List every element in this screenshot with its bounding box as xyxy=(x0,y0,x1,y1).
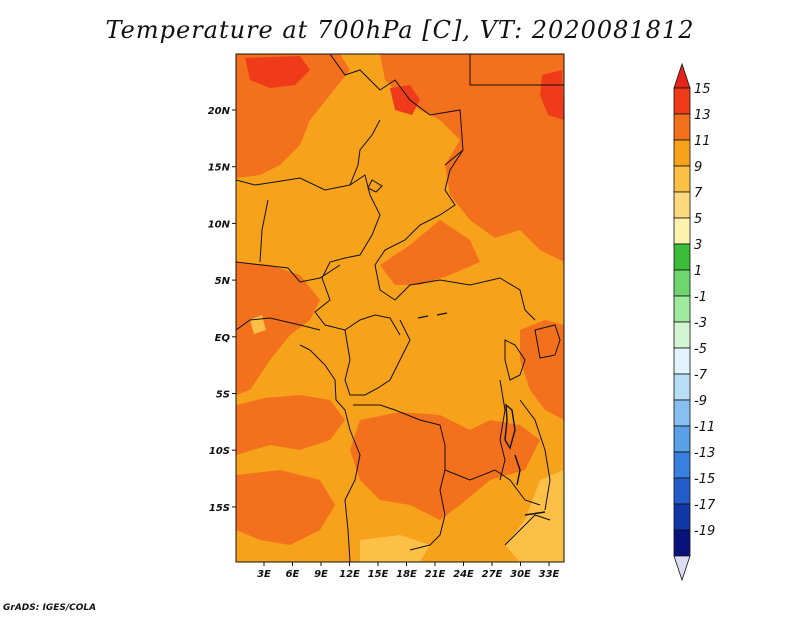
colorbar-label: -17 xyxy=(694,498,716,513)
colorbar-label: -15 xyxy=(694,472,715,487)
colorbar-segment xyxy=(673,165,691,193)
credit-text: GrADS: IGES/COLA xyxy=(3,603,97,613)
colorbar-label: 9 xyxy=(694,160,702,175)
lon-tick-label: 15E xyxy=(368,569,389,580)
colorbar-label: -19 xyxy=(694,524,715,539)
colorbar-label: -5 xyxy=(694,342,707,357)
colorbar-segment xyxy=(673,191,691,219)
lat-tick-label: 15S xyxy=(209,503,230,514)
lat-tick-label: 20N xyxy=(208,106,231,117)
lat-tick-label: 5N xyxy=(215,276,231,287)
lon-tick-label: 33E xyxy=(539,569,560,580)
lon-tick-label: 6E xyxy=(286,569,300,580)
lat-tick-label: 10S xyxy=(209,446,230,457)
hot-spot-nw xyxy=(245,56,310,88)
colorbar-label: 5 xyxy=(694,212,702,227)
lon-tick-label: 18E xyxy=(396,569,417,580)
lat-tick-label: EQ xyxy=(215,333,231,344)
lat-tick-label: 15N xyxy=(208,163,231,174)
colorbar-segment xyxy=(673,503,691,531)
warm-region-car xyxy=(380,220,480,285)
colorbar-label: 7 xyxy=(694,186,703,201)
lakes xyxy=(417,312,546,516)
colorbar-label: 1 xyxy=(694,264,702,279)
lat-tick-label: 5S xyxy=(216,390,230,401)
colorbar-segment xyxy=(673,243,691,271)
colorbar-label: 13 xyxy=(694,108,711,123)
colorbar-bottom-arrow xyxy=(673,555,691,582)
colorbar-label: 3 xyxy=(694,238,702,253)
colorbar-segment xyxy=(673,321,691,349)
colorbar-label: -11 xyxy=(694,420,715,435)
temperature-field xyxy=(236,54,564,562)
warm-region-libya-sudan xyxy=(380,54,564,262)
colorbar: 15 13 11 9 7 5 3 1 -1 -3 -5 -7 -9 -11 -13 -15 -17 -19 xyxy=(673,62,716,582)
colorbar-label: -3 xyxy=(694,316,707,331)
colorbar-segment xyxy=(673,373,691,401)
longitude-axis: 3E 6E 9E 12E 15E 18E 21E 24E 27E 30E 33E xyxy=(257,562,560,580)
warm-region-angola xyxy=(236,395,345,455)
colorbar-segment xyxy=(673,139,691,167)
colorbar-segment xyxy=(673,87,691,115)
colorbar-segment xyxy=(673,217,691,245)
colorbar-segment xyxy=(673,347,691,375)
colorbar-segment xyxy=(673,399,691,427)
colorbar-segment xyxy=(673,477,691,505)
mild-patch-south-2 xyxy=(360,535,430,562)
lon-tick-label: 27E xyxy=(482,569,503,580)
colorbar-segment xyxy=(673,113,691,141)
colorbar-top-arrow xyxy=(673,62,691,89)
hot-spot-libya xyxy=(390,85,420,115)
colorbar-segment xyxy=(673,269,691,297)
colorbar-label: -9 xyxy=(694,394,707,409)
colorbar-label: 11 xyxy=(694,134,711,149)
lon-tick-label: 30E xyxy=(510,569,531,580)
warm-region-namibia xyxy=(236,470,335,545)
lat-tick-label: 10N xyxy=(208,219,231,230)
colorbar-segment xyxy=(673,425,691,453)
colorbar-label: -1 xyxy=(694,290,707,305)
latitude-axis: 20N 15N 10N 5N EQ 5S 10S 15S xyxy=(208,106,236,514)
country-borders xyxy=(236,54,564,562)
colorbar-segment xyxy=(673,451,691,479)
lon-tick-label: 24E xyxy=(453,569,474,580)
warm-region-east xyxy=(520,320,564,420)
colorbar-label: 15 xyxy=(694,82,711,97)
warm-region-west-coast xyxy=(236,262,320,395)
map-frame xyxy=(235,53,565,563)
chart-title: Temperature at 700hPa [C], VT: 202008181… xyxy=(105,16,695,44)
colorbar-segment xyxy=(673,295,691,323)
colorbar-label: -13 xyxy=(694,446,715,461)
colorbar-label: -7 xyxy=(694,368,708,383)
hot-spot-ne xyxy=(540,70,564,120)
lon-tick-label: 3E xyxy=(257,569,271,580)
colorbar-segment xyxy=(673,529,691,557)
lon-tick-label: 21E xyxy=(425,569,446,580)
lon-tick-label: 9E xyxy=(314,569,328,580)
lon-tick-label: 12E xyxy=(339,569,360,580)
